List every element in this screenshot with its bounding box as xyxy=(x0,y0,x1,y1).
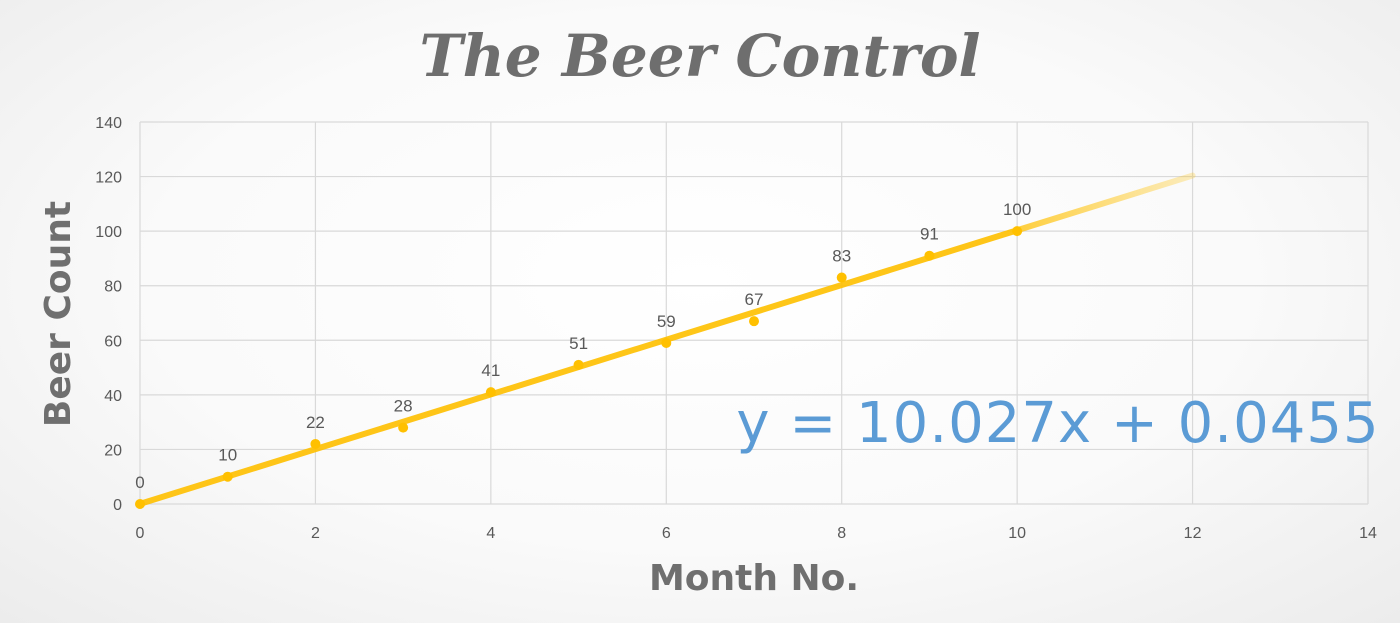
y-tick-label: 40 xyxy=(104,388,122,405)
data-points xyxy=(135,226,1023,509)
data-label: 59 xyxy=(657,312,676,331)
data-label: 100 xyxy=(1003,200,1031,219)
data-point xyxy=(573,359,584,370)
y-tick-label: 20 xyxy=(104,442,122,459)
data-label: 51 xyxy=(569,334,588,353)
data-label: 22 xyxy=(306,413,325,432)
data-label: 10 xyxy=(218,446,237,465)
data-label: 91 xyxy=(920,225,939,244)
x-tick-label: 0 xyxy=(136,525,145,542)
y-tick-label: 60 xyxy=(104,333,122,350)
data-label: 28 xyxy=(394,397,413,416)
data-label: 83 xyxy=(832,247,851,266)
data-point xyxy=(485,387,496,398)
chart-title: The Beer Control xyxy=(419,22,980,90)
x-tick-label: 10 xyxy=(1008,525,1026,542)
data-point xyxy=(749,316,759,327)
grid-lines xyxy=(139,121,1369,505)
data-point xyxy=(1012,226,1023,237)
trendline-forecast xyxy=(1014,172,1196,234)
x-tick-label: 4 xyxy=(486,525,495,542)
y-tick-label: 140 xyxy=(95,115,122,132)
data-labels: 0 10 22 28 41 51 59 67 83 91 100 xyxy=(135,200,1031,492)
data-point xyxy=(135,499,145,509)
x-tick-label: 12 xyxy=(1184,525,1202,542)
data-label: 0 xyxy=(135,473,144,492)
x-tick-label: 6 xyxy=(662,525,671,542)
x-tick-label: 14 xyxy=(1359,525,1377,542)
trendline-equation: y = 10.027x + 0.0455 xyxy=(736,391,1379,456)
y-tick-label: 80 xyxy=(104,279,122,296)
data-point xyxy=(398,422,409,433)
x-tick-label: 8 xyxy=(837,525,846,542)
data-point xyxy=(661,338,672,349)
y-tick-label: 120 xyxy=(95,170,122,187)
y-tick-label: 0 xyxy=(113,497,122,514)
data-point xyxy=(222,471,233,482)
data-point xyxy=(310,438,321,449)
x-axis-title: Month No. xyxy=(649,558,859,599)
data-label: 41 xyxy=(481,361,500,380)
data-point xyxy=(924,250,935,261)
y-tick-label: 100 xyxy=(95,224,122,241)
y-axis-title: Beer Count xyxy=(38,201,79,427)
data-label: 67 xyxy=(745,290,764,309)
data-point xyxy=(836,272,847,283)
x-tick-label: 2 xyxy=(311,525,320,542)
